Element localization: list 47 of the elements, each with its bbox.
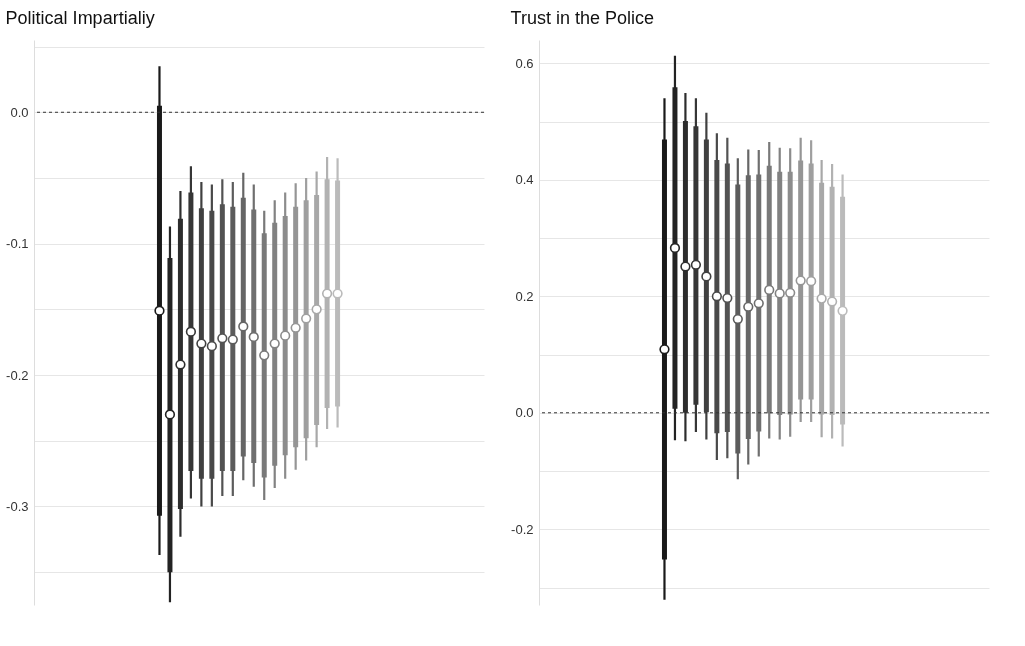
point xyxy=(269,338,280,349)
point xyxy=(280,330,291,341)
y-tick-label: 0.0 xyxy=(10,104,29,120)
point xyxy=(154,305,165,316)
point xyxy=(816,293,827,304)
point xyxy=(321,288,333,299)
point xyxy=(238,321,249,332)
point xyxy=(764,284,775,295)
point xyxy=(753,298,764,309)
point xyxy=(259,350,270,361)
y-tick-label: 0.4 xyxy=(515,172,534,188)
point xyxy=(826,296,838,307)
chart-title: Political Impartialiy xyxy=(5,8,155,28)
y-tick-label: -0.3 xyxy=(6,498,29,514)
point xyxy=(301,313,312,324)
chart-title: Trust in the Police xyxy=(510,8,655,28)
y-tick-label: -0.2 xyxy=(511,521,534,537)
point xyxy=(722,292,733,304)
point xyxy=(774,288,785,299)
point xyxy=(701,271,712,282)
point xyxy=(711,291,722,302)
point xyxy=(175,359,186,370)
point xyxy=(806,276,817,287)
point xyxy=(311,304,322,315)
point xyxy=(795,275,806,286)
point xyxy=(732,313,743,325)
point xyxy=(217,333,228,344)
point xyxy=(196,338,207,349)
point xyxy=(227,334,238,345)
y-tick-label: 0.2 xyxy=(515,288,534,304)
point xyxy=(248,331,259,343)
point xyxy=(332,288,343,299)
point xyxy=(680,261,691,272)
point xyxy=(164,409,176,420)
point xyxy=(290,322,301,333)
point xyxy=(206,341,217,352)
y-tick-label: 0.0 xyxy=(515,405,534,421)
y-tick-label: 0.6 xyxy=(515,55,534,71)
point xyxy=(785,287,796,298)
point xyxy=(185,326,197,337)
y-tick-label: -0.1 xyxy=(6,236,29,252)
point xyxy=(669,242,681,254)
point xyxy=(743,301,754,312)
y-tick-label: -0.2 xyxy=(6,367,29,383)
point xyxy=(837,305,848,316)
point xyxy=(659,344,670,355)
point xyxy=(690,259,702,270)
